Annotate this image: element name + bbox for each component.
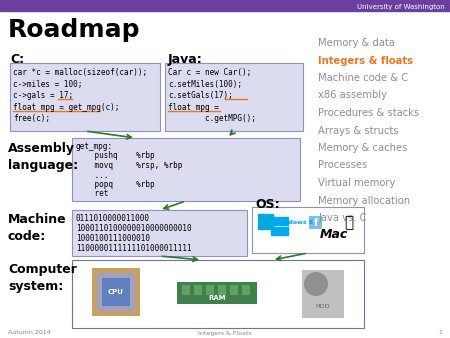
Text: Integers & Floats: Integers & Floats [198,331,252,336]
Text: Mac: Mac [320,228,348,241]
Text: Machine code & C: Machine code & C [318,73,408,83]
Bar [309,216,322,229]
Text: 1: 1 [438,331,442,336]
Text: Machine
code:: Machine code: [8,213,67,243]
Text: pushq    %rbp: pushq %rbp [76,151,155,161]
Text: Car c = new Car();: Car c = new Car(); [168,68,251,77]
Text: Procedures & stacks: Procedures & stacks [318,108,419,118]
Text: ...: ... [76,170,108,179]
Bar [92,268,140,316]
Text: c.getMPG();: c.getMPG(); [168,114,256,123]
Text: Roadmap: Roadmap [8,18,140,42]
Bar [218,285,226,295]
Text: popq     %rbp: popq %rbp [76,180,155,189]
Text: float mpg =: float mpg = [168,102,219,112]
Bar [0,0,450,11]
Text: car *c = malloc(sizeof(car));: car *c = malloc(sizeof(car)); [13,68,147,77]
Bar [280,217,288,225]
Bar [242,285,250,295]
Text: Computer
system:: Computer system: [8,263,77,293]
Text: Arrays & structs: Arrays & structs [318,125,399,136]
Text: Memory & caches: Memory & caches [318,143,407,153]
Text: c.setGals(17);: c.setGals(17); [168,91,233,100]
Text: Memory & data: Memory & data [318,38,395,48]
Bar [252,207,364,253]
Text: x86 assembly: x86 assembly [318,91,387,100]
Bar [182,285,190,295]
Bar [266,214,273,221]
Bar [194,285,202,295]
Text: Memory allocation: Memory allocation [318,195,410,206]
Text: C:: C: [10,53,24,66]
Text: get_mpg:: get_mpg: [76,142,113,151]
Text: RAM: RAM [208,295,226,301]
Text: f: f [313,217,318,227]
Text: HDD: HDD [316,304,330,309]
Text: 1000100111000010: 1000100111000010 [76,234,150,243]
Text: c->gals = 17;: c->gals = 17; [13,91,73,100]
Text: movq     %rsp, %rbp: movq %rsp, %rbp [76,161,182,170]
Text: Windows 8: Windows 8 [275,219,313,224]
Text: 1100000111111101000011111: 1100000111111101000011111 [76,244,192,253]
Text: 🐧: 🐧 [344,216,354,231]
Text: c.setMiles(100);: c.setMiles(100); [168,79,242,89]
Text: University of Washington: University of Washington [357,3,445,9]
Text: 1000110100000010000000010: 1000110100000010000000010 [76,224,192,233]
Bar [10,63,160,131]
Bar [206,285,214,295]
Text: c->miles = 100;: c->miles = 100; [13,79,82,89]
Bar [165,63,303,131]
FancyBboxPatch shape [304,272,328,296]
Text: CPU: CPU [108,289,124,295]
Text: float mpg = get_mpg(c);: float mpg = get_mpg(c); [13,102,119,112]
Bar [302,270,344,318]
Bar [230,285,238,295]
Text: Assembly
language:: Assembly language: [8,142,78,172]
Bar [72,138,300,201]
Text: Integers & floats: Integers & floats [318,55,413,66]
Bar [270,226,279,235]
Bar [102,278,130,306]
Text: Java:: Java: [168,53,203,66]
Bar [258,222,265,229]
Bar [280,226,288,235]
Text: ret: ret [76,190,108,198]
Text: Autumn 2014: Autumn 2014 [8,331,50,336]
Text: Virtual memory: Virtual memory [318,178,396,188]
Bar [266,222,273,229]
Text: 0111010000011000: 0111010000011000 [76,214,150,223]
Bar [97,273,135,311]
Text: OS:: OS: [255,198,279,211]
Bar [258,214,265,221]
Text: Processes: Processes [318,161,367,170]
Text: free(c);: free(c); [13,114,50,123]
Bar [72,260,364,328]
Text: Java vs. C: Java vs. C [318,213,366,223]
Bar [177,282,257,304]
Bar [270,217,279,225]
Bar [72,210,247,256]
